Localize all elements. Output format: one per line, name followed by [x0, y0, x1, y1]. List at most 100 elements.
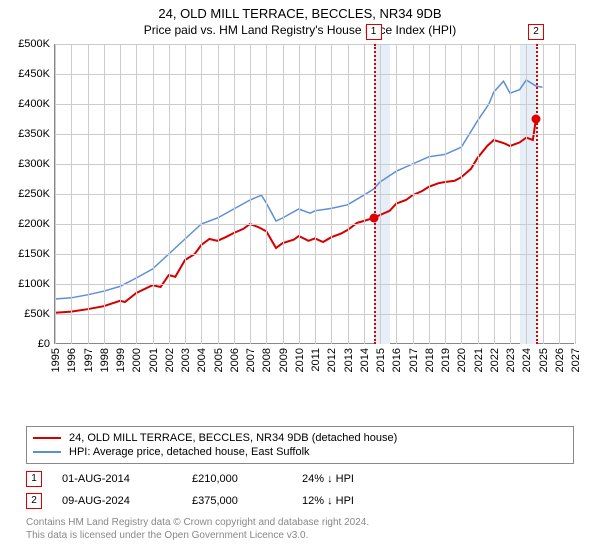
gridline-v [526, 44, 527, 344]
gridline-v [364, 44, 365, 344]
gridline-v [413, 44, 414, 344]
gridline-v [169, 44, 170, 344]
event-price: £210,000 [192, 473, 282, 485]
event-row-badge: 2 [26, 493, 42, 509]
xtick-label: 2022 [489, 348, 501, 372]
gridline-v [136, 44, 137, 344]
xtick-label: 2027 [570, 348, 582, 372]
chart-wrap: 12 £0£50K£100K£150K£200K£250K£300K£350K£… [0, 44, 600, 384]
xtick-label: 2012 [326, 348, 338, 372]
event-badge: 2 [528, 24, 544, 40]
gridline-v [88, 44, 89, 344]
ytick-label: £250K [2, 188, 50, 200]
event-date: 01-AUG-2014 [62, 473, 172, 485]
gridline-v [429, 44, 430, 344]
xtick-label: 1995 [50, 348, 62, 372]
xtick-label: 2026 [554, 348, 566, 372]
xtick-label: 1999 [115, 348, 127, 372]
xtick-label: 1998 [99, 348, 111, 372]
gridline-v [120, 44, 121, 344]
gridline-v [396, 44, 397, 344]
chart-title: 24, OLD MILL TERRACE, BECCLES, NR34 9DB [0, 0, 600, 21]
ytick-label: £450K [2, 68, 50, 80]
event-line [536, 44, 538, 344]
event-row-badge: 1 [26, 471, 42, 487]
gridline-v [283, 44, 284, 344]
gridline-v [201, 44, 202, 344]
gridline-v [478, 44, 479, 344]
xtick-label: 2009 [278, 348, 290, 372]
xtick-label: 2016 [391, 348, 403, 372]
xtick-label: 2000 [131, 348, 143, 372]
event-badge: 1 [366, 24, 382, 40]
gridline-v [445, 44, 446, 344]
chart-container: 24, OLD MILL TERRACE, BECCLES, NR34 9DB … [0, 0, 600, 560]
xtick-label: 2014 [359, 348, 371, 372]
xtick-label: 2025 [538, 348, 550, 372]
ytick-label: £150K [2, 248, 50, 260]
ytick-label: £100K [2, 278, 50, 290]
ytick-label: £200K [2, 218, 50, 230]
gridline-v [185, 44, 186, 344]
xtick-label: 2011 [310, 348, 322, 372]
xtick-label: 2006 [229, 348, 241, 372]
xtick-label: 2021 [473, 348, 485, 372]
xtick-label: 2004 [196, 348, 208, 372]
event-price: £375,000 [192, 495, 282, 507]
footer-line-2: This data is licensed under the Open Gov… [26, 529, 369, 542]
gridline-v [348, 44, 349, 344]
event-delta: 24% ↓ HPI [302, 473, 354, 485]
xtick-label: 2013 [343, 348, 355, 372]
ytick-label: £500K [2, 38, 50, 50]
gridline-v [250, 44, 251, 344]
chart-subtitle: Price paid vs. HM Land Registry's House … [0, 21, 600, 41]
xtick-label: 2001 [148, 348, 160, 372]
event-row: 1 01-AUG-2014 £210,000 24% ↓ HPI [26, 468, 354, 490]
gridline-v [510, 44, 511, 344]
xtick-label: 1997 [83, 348, 95, 372]
xtick-label: 2007 [245, 348, 257, 372]
xtick-label: 2020 [456, 348, 468, 372]
xtick-label: 2017 [408, 348, 420, 372]
gridline-v [543, 44, 544, 344]
event-line [374, 44, 376, 344]
xtick-label: 2015 [375, 348, 387, 372]
xtick-label: 2010 [294, 348, 306, 372]
gridline-v [104, 44, 105, 344]
footer: Contains HM Land Registry data © Crown c… [26, 516, 369, 542]
xtick-label: 2023 [505, 348, 517, 372]
xtick-label: 2005 [213, 348, 225, 372]
event-row: 2 09-AUG-2024 £375,000 12% ↓ HPI [26, 490, 354, 512]
event-delta: 12% ↓ HPI [302, 495, 354, 507]
ytick-label: £0 [2, 338, 50, 350]
legend-swatch [33, 451, 61, 453]
gridline-v [218, 44, 219, 344]
events-table: 1 01-AUG-2014 £210,000 24% ↓ HPI 2 09-AUG-202… [26, 468, 354, 512]
gridline-v [315, 44, 316, 344]
legend: 24, OLD MILL TERRACE, BECCLES, NR34 9DB … [26, 426, 574, 464]
gridline-v [380, 44, 381, 344]
ytick-label: £400K [2, 98, 50, 110]
legend-item: HPI: Average price, detached house, East… [33, 445, 567, 459]
xtick-label: 2002 [164, 348, 176, 372]
xtick-label: 2018 [424, 348, 436, 372]
ytick-label: £50K [2, 308, 50, 320]
gridline-v [71, 44, 72, 344]
gridline-v [234, 44, 235, 344]
gridline-v [266, 44, 267, 344]
xtick-label: 2003 [180, 348, 192, 372]
gridline-v [575, 44, 576, 344]
gridline-v [331, 44, 332, 344]
plot-area: 12 [54, 44, 574, 344]
gridline-v [494, 44, 495, 344]
event-date: 09-AUG-2024 [62, 495, 172, 507]
xtick-label: 2019 [440, 348, 452, 372]
gridline-v [153, 44, 154, 344]
xtick-label: 1996 [66, 348, 78, 372]
ytick-label: £300K [2, 158, 50, 170]
footer-line-1: Contains HM Land Registry data © Crown c… [26, 516, 369, 529]
xtick-label: 2024 [521, 348, 533, 372]
gridline-v [461, 44, 462, 344]
event-dot [532, 115, 541, 124]
gridline-v [299, 44, 300, 344]
